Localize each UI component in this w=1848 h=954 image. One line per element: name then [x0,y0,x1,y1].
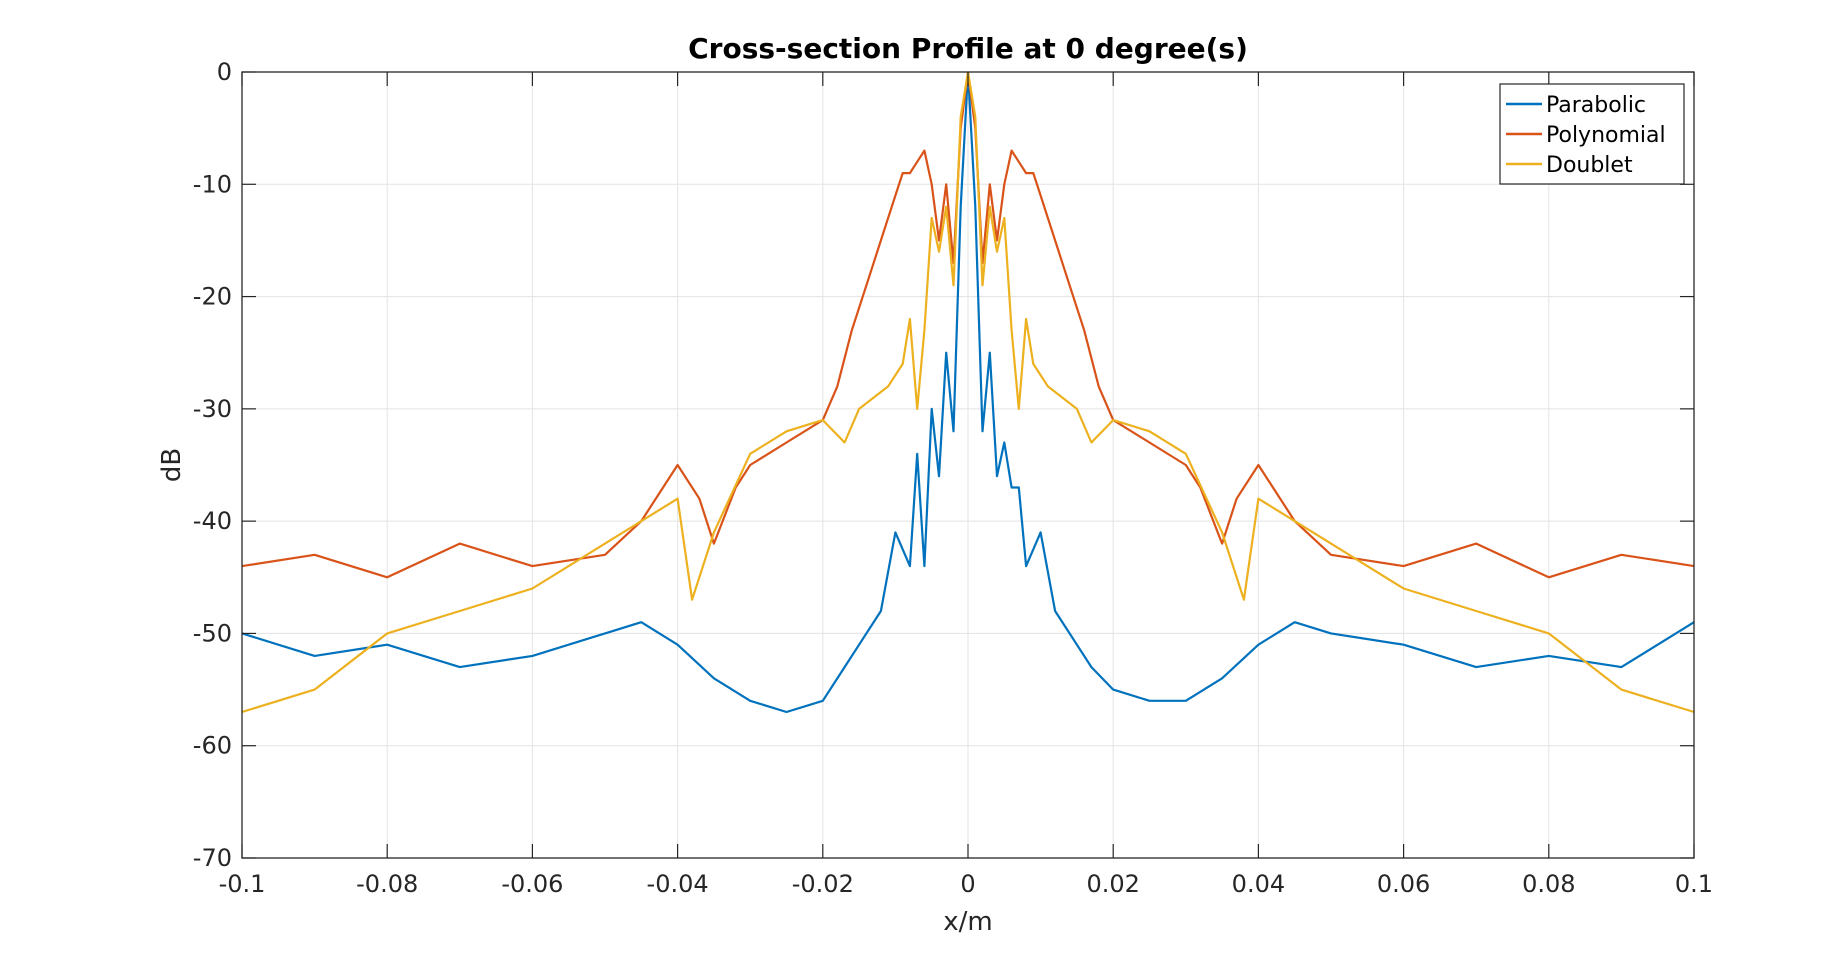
x-tick-label: 0.02 [1086,870,1139,898]
series-line-polynomial [242,72,1694,579]
x-tick-label: -0.06 [501,870,563,898]
y-tick-label: 0 [217,58,232,86]
y-tick-label: -30 [193,395,232,423]
y-tick-label: -20 [193,283,232,311]
y-tick-label: -50 [193,619,232,647]
x-tick-label: -0.04 [647,870,709,898]
legend-label: Doublet [1546,153,1633,178]
x-tick-label: 0 [960,870,975,898]
y-tick-label: -60 [193,732,232,760]
y-tick-label: -10 [193,170,232,198]
x-tick-label: 0.08 [1522,870,1575,898]
y-tick-label: -40 [193,507,232,535]
legend: Parabolic Polynomial Doublet [1499,83,1685,185]
series-line-parabolic [242,72,1694,714]
x-axis-label: x/m [943,907,992,937]
x-tick-label: 0.04 [1232,870,1285,898]
chart-title: Cross-section Profile at 0 degree(s) [688,32,1248,65]
y-tick-label: -70 [193,844,232,872]
x-tick-label: -0.1 [219,870,266,898]
legend-label: Polynomial [1546,123,1666,148]
x-tick-label: 0.1 [1675,870,1713,898]
x-tick-label: 0.06 [1377,870,1430,898]
y-axis-label: dB [157,448,187,482]
series-layer [242,72,1694,714]
series-line-doublet [242,72,1694,714]
x-tick-label: -0.02 [792,870,854,898]
legend-label: Parabolic [1546,93,1646,118]
ticks: -0.1 -0.08 -0.06 -0.04 -0.02 0 0.02 0.04 0.06 0.0… [193,58,1713,898]
x-tick-label: -0.08 [356,870,418,898]
